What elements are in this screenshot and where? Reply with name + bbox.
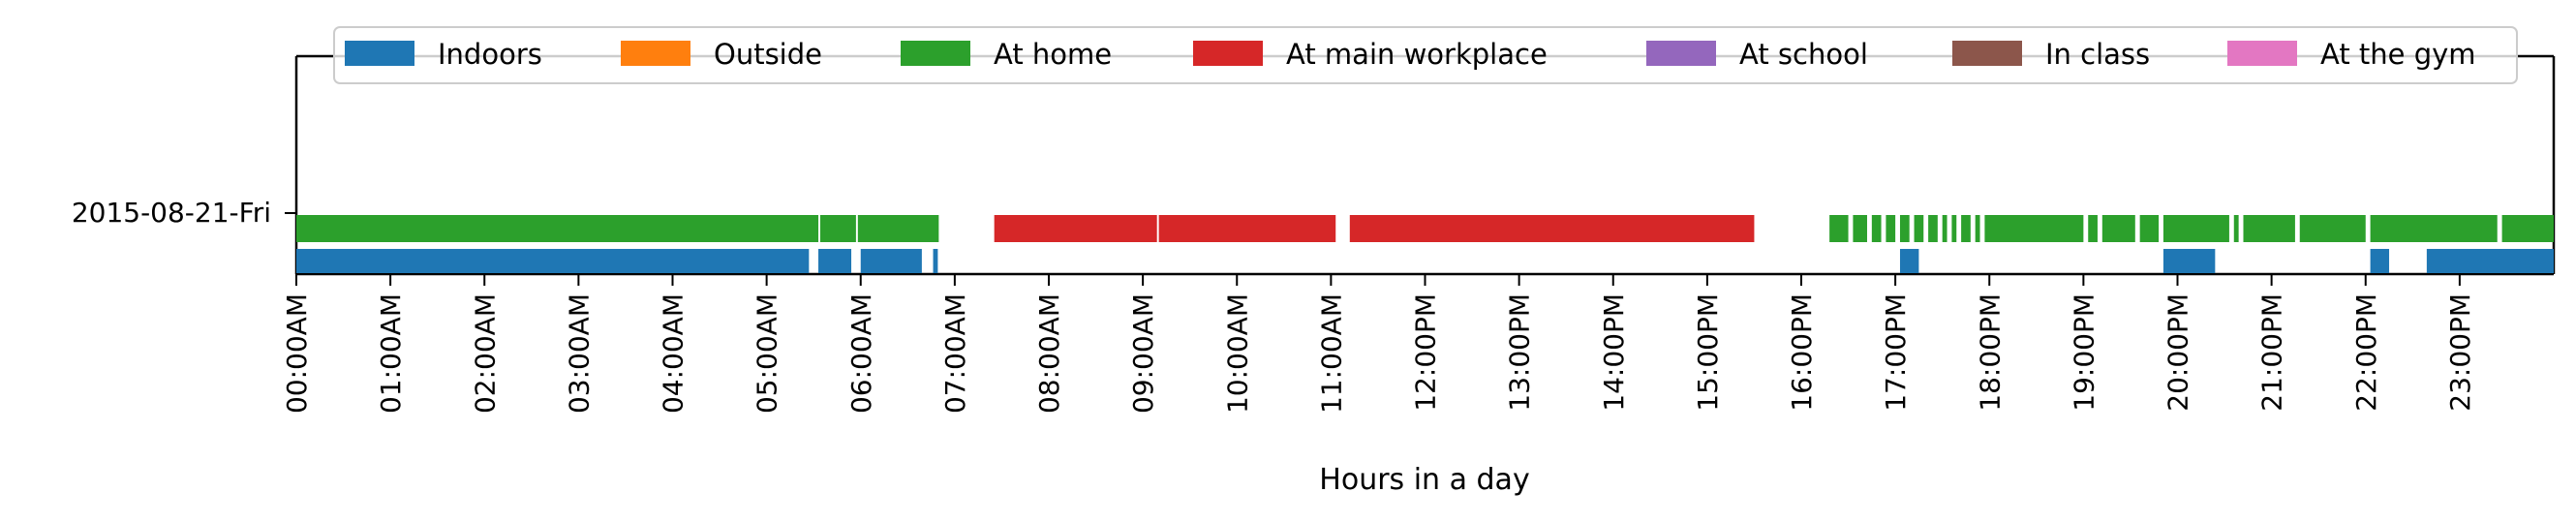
bar-indoors-1 — [818, 249, 852, 273]
legend-swatch-in-class — [1952, 41, 2022, 66]
bar-at-home-17 — [2139, 215, 2160, 242]
legend-swatch-at-the-gym — [2227, 41, 2297, 66]
legend-swatch-at-home — [901, 41, 970, 66]
bar-at-home-13 — [1975, 215, 1980, 242]
bar-at-main-workplace-2 — [1349, 215, 1755, 242]
legend-swatch-at-school — [1646, 41, 1716, 66]
legend: Indoors Outside At home At main workplace At… — [333, 26, 2518, 84]
bar-at-home-2 — [857, 215, 939, 242]
x-tick-label: 21:00PM — [2256, 293, 2288, 412]
bar-at-home-15 — [2088, 215, 2098, 242]
legend-label: Outside — [714, 38, 822, 71]
x-tick-label: 02:00AM — [469, 293, 501, 414]
x-tick-label: 18:00PM — [1974, 293, 2006, 412]
x-tick-label: 08:00AM — [1033, 293, 1065, 414]
bar-at-home-21 — [2299, 215, 2366, 242]
bar-indoors-6 — [2370, 249, 2390, 273]
legend-swatch-outside — [621, 41, 690, 66]
legend-swatch-at-main-workplace — [1193, 41, 1263, 66]
bar-indoors-0 — [296, 249, 810, 273]
x-tick-label: 11:00AM — [1315, 293, 1347, 414]
interval-bars — [296, 215, 2554, 273]
legend-label: Indoors — [438, 38, 542, 71]
x-tick-label: 10:00AM — [1221, 293, 1253, 414]
legend-label: At school — [1739, 38, 1868, 71]
bar-at-home-18 — [2162, 215, 2229, 242]
bar-at-home-5 — [1871, 215, 1882, 242]
bar-indoors-2 — [860, 249, 922, 273]
bar-at-home-7 — [1899, 215, 1910, 242]
x-tick-label: 06:00AM — [845, 293, 877, 414]
x-tick-label: 03:00AM — [563, 293, 595, 414]
x-tick-label: 15:00PM — [1692, 293, 1724, 412]
x-tick-label: 16:00PM — [1786, 293, 1818, 412]
bar-at-home-23 — [2501, 215, 2554, 242]
legend-label: In class — [2045, 38, 2150, 71]
x-tick-label: 13:00PM — [1504, 293, 1536, 412]
bar-at-home-0 — [296, 215, 819, 242]
bar-indoors-7 — [2426, 249, 2554, 273]
x-tick-label: 20:00PM — [2162, 293, 2194, 412]
x-tick-label: 19:00PM — [2068, 293, 2100, 412]
x-tick-label: 04:00AM — [658, 293, 690, 414]
x-tick-label: 17:00PM — [1880, 293, 1912, 412]
bar-indoors-5 — [2162, 249, 2216, 273]
bar-at-home-1 — [819, 215, 856, 242]
x-tick-label: 07:00AM — [939, 293, 971, 414]
bar-at-home-22 — [2370, 215, 2498, 242]
bar-at-home-8 — [1914, 215, 1924, 242]
bar-indoors-4 — [1899, 249, 1919, 273]
x-ticks: 00:00AM 01:00AM 02:00AM 03:00AM 04:00AM 05:00… — [281, 274, 2476, 414]
x-tick-label: 00:00AM — [281, 293, 313, 414]
y-tick-label: 2015-08-21-Fri — [72, 197, 271, 229]
x-tick-label: 12:00PM — [1410, 293, 1442, 412]
bar-at-main-workplace-0 — [994, 215, 1157, 242]
bar-at-home-14 — [1984, 215, 2084, 242]
bar-at-home-11 — [1951, 215, 1957, 242]
bar-at-home-3 — [1829, 215, 1849, 242]
legend-label: At home — [994, 38, 1112, 71]
x-tick-label: 23:00PM — [2444, 293, 2476, 412]
x-tick-label: 01:00AM — [375, 293, 407, 414]
bar-at-main-workplace-1 — [1158, 215, 1336, 242]
bar-at-home-12 — [1961, 215, 1971, 242]
x-tick-label: 09:00AM — [1127, 293, 1159, 414]
bar-at-home-16 — [2101, 215, 2135, 242]
bar-at-home-10 — [1942, 215, 1947, 242]
bar-at-home-19 — [2233, 215, 2239, 242]
x-tick-label: 22:00PM — [2350, 293, 2382, 412]
x-tick-label: 05:00AM — [751, 293, 783, 414]
bar-at-home-6 — [1886, 215, 1896, 242]
bar-at-home-20 — [2243, 215, 2295, 242]
legend-swatch-indoors — [345, 41, 414, 66]
legend-label: At main workplace — [1286, 38, 1548, 71]
bar-at-home-4 — [1853, 215, 1867, 242]
bar-indoors-3 — [933, 249, 938, 273]
bar-at-home-9 — [1928, 215, 1938, 242]
x-tick-label: 14:00PM — [1598, 293, 1630, 412]
legend-label: At the gym — [2320, 38, 2476, 71]
x-axis-label: Hours in a day — [1319, 463, 1529, 497]
